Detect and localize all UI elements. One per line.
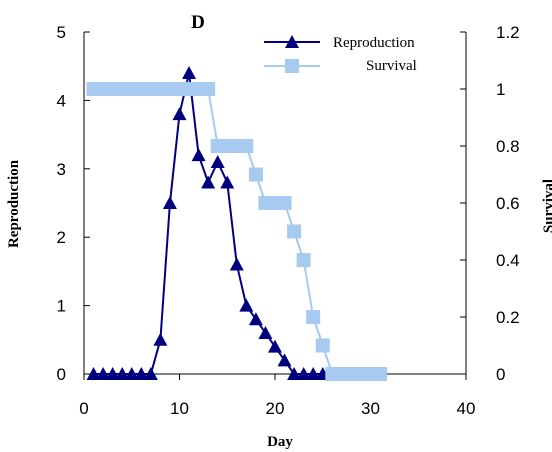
data-point xyxy=(306,367,321,380)
data-point xyxy=(296,367,311,380)
data-point xyxy=(86,367,101,380)
data-point xyxy=(182,66,197,80)
data-point xyxy=(315,338,330,353)
series-survival xyxy=(86,82,388,381)
axes: 0 1 2 3 4 5 0 0.2 0.4 0.6 0.8 1 1.2 0 10 20 30 40 xyxy=(57,23,520,418)
data-point xyxy=(277,353,292,367)
x-tick-label: 40 xyxy=(457,399,476,418)
data-point xyxy=(277,196,292,210)
data-point xyxy=(296,253,311,267)
y2-tick-label: 0.6 xyxy=(496,194,520,213)
data-point xyxy=(373,367,388,381)
data-point xyxy=(153,332,168,346)
data-point xyxy=(201,82,216,96)
x-tick-label: 10 xyxy=(170,399,189,418)
series-line xyxy=(93,88,381,375)
y2-tick-label: 0.4 xyxy=(496,251,520,270)
series-line xyxy=(93,72,323,375)
y-tick-label: 3 xyxy=(57,160,66,179)
series-reproduction xyxy=(86,66,330,380)
y2-tick-label: 0.2 xyxy=(496,308,520,327)
data-point xyxy=(248,312,263,326)
legend-label-reproduction: Reproduction xyxy=(333,35,415,51)
y-tick-label: 5 xyxy=(57,23,66,42)
data-point xyxy=(306,310,321,324)
legend-marker-reproduction xyxy=(285,35,299,48)
legend-marker-survival xyxy=(285,59,299,73)
data-point xyxy=(115,367,130,380)
y2-tick-label: 0 xyxy=(496,365,505,384)
y-tick-label: 4 xyxy=(57,91,66,110)
series-layer xyxy=(86,66,388,381)
x-axis-title: Day xyxy=(267,434,293,450)
data-point xyxy=(124,367,139,380)
x-tick-label: 0 xyxy=(79,399,88,418)
data-point xyxy=(172,107,187,121)
data-point xyxy=(191,148,206,162)
y2-axis-title: Survival xyxy=(541,179,552,233)
data-point xyxy=(201,175,216,189)
y2-tick-label: 1 xyxy=(496,80,505,99)
x-tick-label: 20 xyxy=(266,399,285,418)
data-point xyxy=(268,339,282,353)
data-point xyxy=(248,167,263,182)
data-point xyxy=(96,367,111,380)
y2-tick-label: 0.8 xyxy=(496,137,520,156)
data-point xyxy=(287,367,302,380)
data-point xyxy=(220,175,235,189)
chart-title: D xyxy=(191,12,205,33)
data-point xyxy=(162,196,177,209)
data-point xyxy=(143,367,158,380)
data-point xyxy=(210,154,225,168)
y-axis-title: Reproduction xyxy=(6,159,22,248)
data-point xyxy=(229,257,244,271)
legend-label-survival: Survival xyxy=(366,58,417,74)
y2-tick-label: 1.2 xyxy=(496,23,520,42)
y-tick-label: 0 xyxy=(57,365,66,384)
data-point xyxy=(134,367,149,380)
x-tick-label: 30 xyxy=(361,399,380,418)
data-point xyxy=(105,367,120,380)
y-tick-label: 1 xyxy=(57,297,66,316)
data-point xyxy=(258,325,273,339)
data-point xyxy=(287,224,302,239)
legend: Reproduction Survival xyxy=(264,35,417,74)
data-point xyxy=(239,139,254,153)
y-tick-label: 2 xyxy=(57,228,66,247)
data-point xyxy=(239,298,254,312)
